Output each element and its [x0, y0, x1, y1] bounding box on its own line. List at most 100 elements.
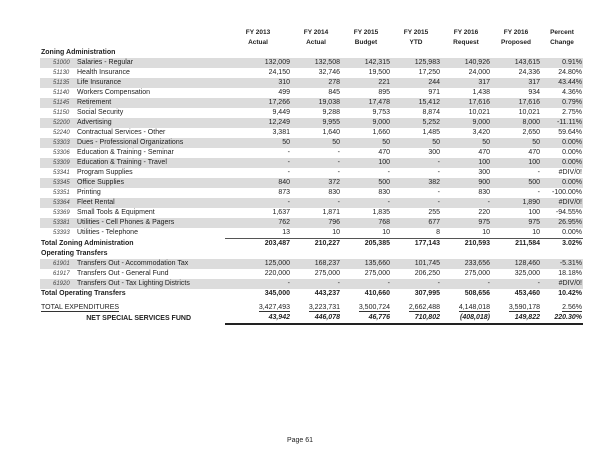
account-code: 52240: [53, 130, 70, 136]
total-expenditures-label-text: TOTAL EXPENDITURES: [41, 304, 120, 312]
section-title-text: Zoning Administration: [41, 49, 116, 56]
value-col-4-text: 24,000: [468, 69, 490, 76]
value-col-5: 2,650: [491, 128, 541, 138]
column-header: FY 2013: [225, 28, 291, 38]
value-col-6: 59.64%: [541, 128, 583, 138]
value-col-2: -: [341, 279, 391, 289]
value-col-0: 499: [225, 88, 291, 98]
total-col-3: 307,995: [391, 289, 441, 299]
total-col-0: 345,000: [225, 289, 291, 299]
value-col-5-text: -: [537, 169, 540, 176]
account-name: Salaries - Regular: [77, 59, 134, 66]
value-col-5-text: 975: [528, 219, 540, 226]
value-col-2: 500: [341, 178, 391, 188]
table-row: 51150 Social Security 9,449 9,288 9,753 8,874…: [40, 108, 583, 118]
value-col-2-text: 19,500: [368, 69, 390, 76]
column-header-text: Request: [453, 39, 479, 46]
value-col-6-text: 0.79%: [562, 99, 582, 106]
value-col-2-text: 275,000: [364, 270, 390, 277]
value-col-5-text: 2,650: [522, 129, 540, 136]
account-name: Dues - Professional Organizations: [77, 139, 184, 146]
value-col-0: 840: [225, 178, 291, 188]
header-blank: [40, 38, 225, 48]
net-fund-col-1: 446,078: [291, 313, 341, 325]
account-code: 61920: [53, 281, 70, 287]
column-header-text: FY 2016: [453, 29, 479, 36]
value-col-6-text: 2.75%: [562, 109, 582, 116]
table-row: 51145 Retirement 17,266 19,038 17,478 15,412 1…: [40, 98, 583, 108]
value-col-0: -: [225, 158, 291, 168]
value-col-4: 100: [441, 158, 491, 168]
value-col-0: 125,000: [225, 259, 291, 269]
total-col-4-text: 508,656: [464, 290, 490, 297]
value-col-3-text: 255: [428, 209, 440, 216]
value-col-0: -: [225, 198, 291, 208]
value-col-6: -5.31%: [541, 259, 583, 269]
table-row: 61901 Transfers Out - Accommodation Tax 12…: [40, 259, 583, 269]
value-col-4-text: 50: [482, 139, 490, 146]
value-col-3: -: [391, 279, 441, 289]
value-col-6: #DIV/0!: [541, 168, 583, 178]
total-col-5-text: 453,460: [514, 290, 540, 297]
value-col-6-text: -94.55%: [555, 209, 582, 216]
value-col-0: 13: [225, 228, 291, 239]
value-col-0-text: 24,150: [268, 69, 290, 76]
value-col-4-text: 10: [482, 229, 490, 236]
total-col-4: 210,593: [441, 238, 491, 249]
total-col-6: 10.42%: [541, 289, 583, 299]
value-col-2-text: 50: [382, 139, 390, 146]
value-col-0: 220,000: [225, 269, 291, 279]
value-col-5: 128,460: [491, 259, 541, 269]
value-col-3: 101,745: [391, 259, 441, 269]
net-fund-label-text: NET SPECIAL SERVICES FUND: [86, 314, 191, 322]
value-col-1: 372: [291, 178, 341, 188]
value-col-4-text: 9,000: [472, 119, 490, 126]
total-expenditures-col-5: 3,590,178: [491, 303, 541, 313]
value-col-4: 317: [441, 78, 491, 88]
value-col-2-text: 470: [378, 149, 390, 156]
value-col-6-text: 26.95%: [558, 219, 582, 226]
value-col-6: 2.75%: [541, 108, 583, 118]
total-expenditures-col-0: 3,427,493: [225, 303, 291, 313]
total-expenditures-row: TOTAL EXPENDITURES 3,427,493 3,223,731 3,50…: [40, 303, 583, 313]
column-header-text: Budget: [354, 39, 378, 46]
value-col-1-text: -: [337, 149, 340, 156]
total-col-3-text: 177,143: [414, 240, 440, 247]
column-header-text: FY 2013: [245, 29, 271, 36]
value-col-4-text: 140,926: [464, 59, 490, 66]
total-label: Total Operating Transfers: [40, 289, 225, 299]
account-name: Health Insurance: [77, 69, 130, 76]
total-expenditures-col-2-text: 3,500,724: [358, 304, 390, 312]
value-col-0-text: 220,000: [264, 270, 290, 277]
value-col-6: 0.00%: [541, 138, 583, 148]
value-col-0-text: 762: [278, 219, 290, 226]
header-blank: [40, 28, 225, 38]
value-col-4-text: 233,656: [464, 260, 490, 267]
value-col-0-text: -: [287, 169, 290, 176]
value-col-4: 275,000: [441, 269, 491, 279]
value-col-3-text: -: [437, 199, 440, 206]
account-code: 51140: [53, 90, 70, 96]
value-col-1-text: 32,746: [318, 69, 340, 76]
table-row: 51135 Life Insurance 310 278 221 244 317 317 43.…: [40, 78, 583, 88]
total-col-0: 203,487: [225, 238, 291, 249]
value-col-4: 10: [441, 228, 491, 239]
value-col-1-text: 1,871: [322, 209, 340, 216]
total-col-2: 410,660: [341, 289, 391, 299]
account-code: 53341: [53, 170, 70, 176]
value-col-3-text: 300: [428, 149, 440, 156]
value-col-0-text: 50: [282, 139, 290, 146]
value-col-6: 0.00%: [541, 148, 583, 158]
account-name: Office Supplies: [77, 179, 124, 186]
value-col-2: 17,478: [341, 98, 391, 108]
value-col-2-text: 135,660: [364, 260, 390, 267]
total-col-1: 443,237: [291, 289, 341, 299]
value-col-5-text: 10,021: [518, 109, 540, 116]
column-header: FY 2015: [391, 28, 441, 38]
value-col-5: 24,336: [491, 68, 541, 78]
value-col-5-text: 500: [528, 179, 540, 186]
value-col-1-text: 372: [328, 179, 340, 186]
value-col-3-text: 125,983: [414, 59, 440, 66]
value-col-6: 24.80%: [541, 68, 583, 78]
header-row: FY 2013 FY 2014 FY 2015 FY 2015 FY 2016 FY 20…: [40, 28, 583, 38]
